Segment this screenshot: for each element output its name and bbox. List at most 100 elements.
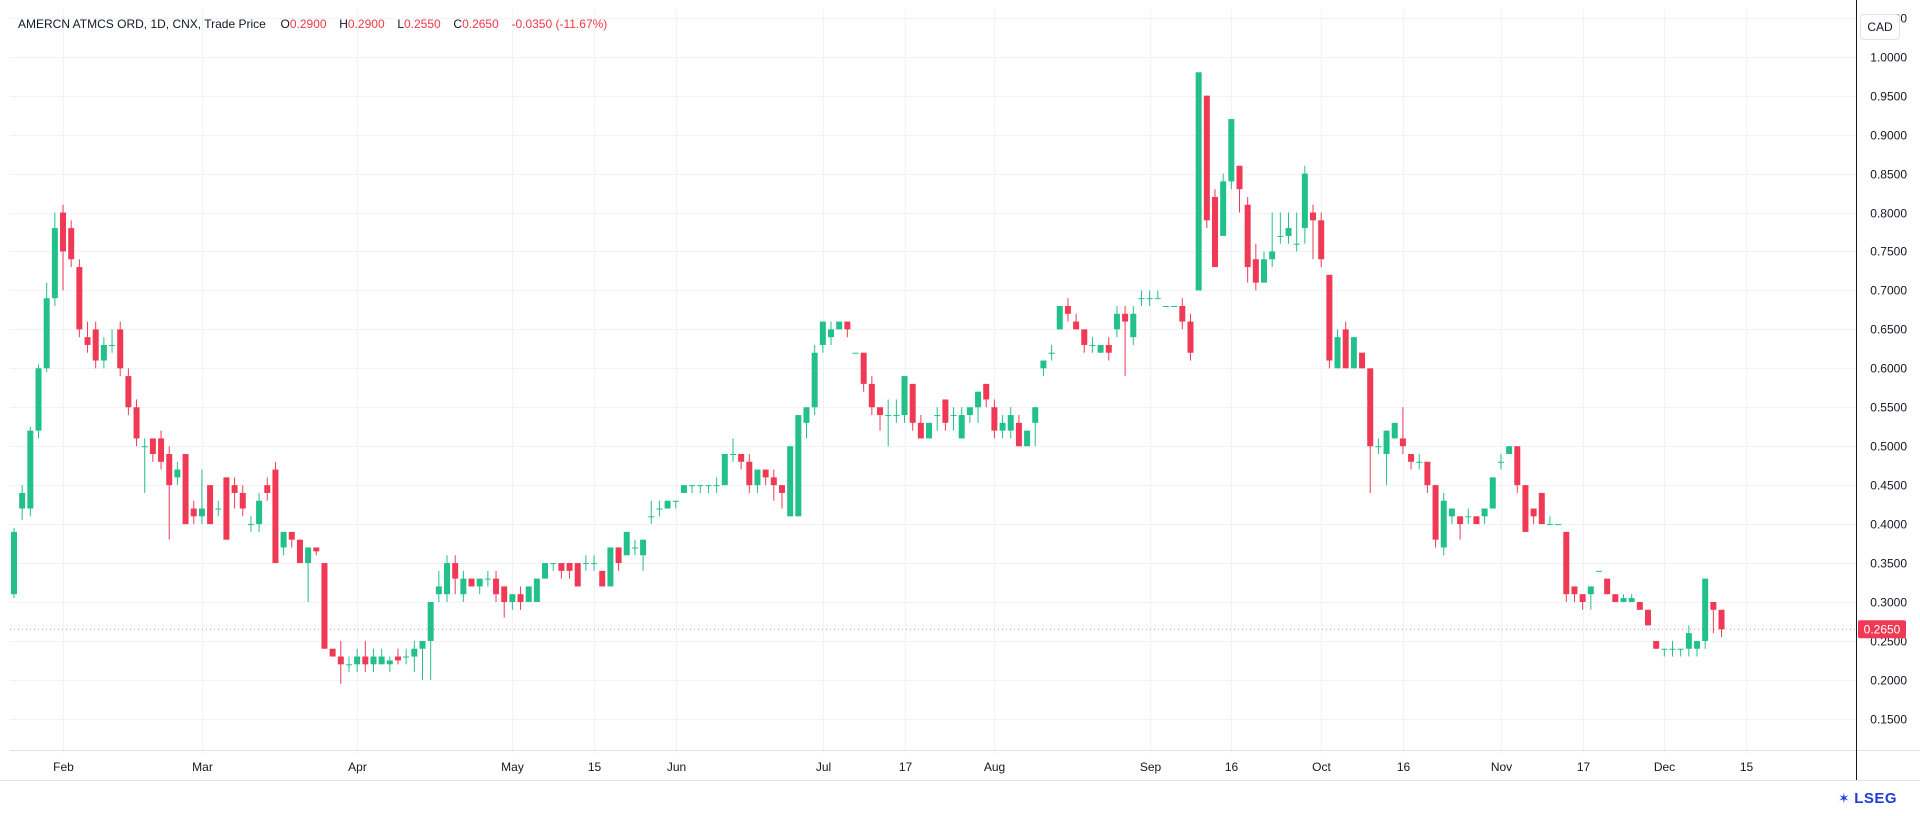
x-tick-label: Dec bbox=[1654, 760, 1675, 774]
x-tick-label: Jun bbox=[667, 760, 686, 774]
candle bbox=[1677, 648, 1684, 657]
change-value: -0.0350 (-11.67%) bbox=[511, 17, 608, 31]
candle bbox=[975, 391, 982, 423]
candle-body bbox=[672, 500, 679, 502]
candle bbox=[680, 485, 687, 493]
candle-body bbox=[1416, 461, 1423, 463]
candle bbox=[893, 399, 900, 423]
candle bbox=[1015, 415, 1022, 447]
candle bbox=[1408, 454, 1415, 470]
candle bbox=[615, 547, 622, 571]
candle-body bbox=[926, 422, 933, 439]
candle bbox=[190, 500, 197, 525]
candle bbox=[1653, 640, 1660, 649]
candle-body bbox=[999, 422, 1006, 431]
candle-body bbox=[1146, 298, 1153, 300]
candle-body bbox=[231, 485, 238, 493]
candle bbox=[1424, 461, 1431, 493]
candle-body bbox=[84, 337, 91, 345]
candle-body bbox=[1685, 633, 1692, 649]
currency-button[interactable]: CAD bbox=[1860, 14, 1900, 40]
candle-body bbox=[770, 477, 777, 486]
last-price-tag bbox=[1858, 620, 1906, 639]
candle-body bbox=[27, 430, 34, 509]
candle bbox=[828, 321, 834, 345]
candle-body bbox=[1375, 446, 1382, 448]
candle-body bbox=[1261, 259, 1268, 283]
candle bbox=[1604, 578, 1611, 595]
candle bbox=[582, 555, 589, 571]
candle bbox=[1440, 492, 1447, 556]
candle-body bbox=[648, 516, 655, 518]
candle bbox=[207, 485, 214, 525]
x-tick-label: 17 bbox=[899, 760, 913, 774]
candle bbox=[182, 454, 189, 525]
candle-body bbox=[158, 438, 165, 462]
candle bbox=[1383, 430, 1390, 486]
y-tick-label: 0.6500 bbox=[1870, 323, 1907, 337]
candle bbox=[1497, 454, 1504, 470]
candle-body bbox=[1097, 344, 1104, 353]
candle bbox=[664, 500, 671, 509]
candle-body bbox=[345, 664, 352, 666]
candle bbox=[517, 586, 524, 610]
candle-body bbox=[1326, 274, 1333, 361]
candle bbox=[778, 485, 785, 509]
grid-lines bbox=[10, 10, 1856, 754]
candle bbox=[35, 364, 42, 439]
candle-body bbox=[1359, 352, 1366, 369]
candle bbox=[901, 376, 908, 423]
candle-body bbox=[795, 415, 802, 517]
candle bbox=[885, 399, 892, 447]
y-tick-label: 0.4500 bbox=[1870, 479, 1907, 493]
candle bbox=[1702, 578, 1709, 649]
y-tick-label: 0.8000 bbox=[1870, 207, 1907, 221]
candle bbox=[1138, 290, 1145, 306]
candle bbox=[427, 602, 434, 680]
candle-body bbox=[476, 578, 483, 587]
candle bbox=[1514, 446, 1521, 493]
candle bbox=[386, 656, 393, 673]
candle bbox=[860, 352, 867, 392]
candle bbox=[623, 531, 630, 556]
candle bbox=[117, 321, 124, 377]
candle-body bbox=[1514, 446, 1521, 486]
candle bbox=[574, 563, 581, 587]
candle bbox=[1359, 352, 1366, 369]
candle bbox=[803, 407, 810, 439]
candle-body bbox=[1604, 578, 1611, 595]
candle-body bbox=[803, 407, 810, 423]
candle-body bbox=[68, 228, 75, 260]
candle-body bbox=[11, 531, 17, 595]
candle-body bbox=[1546, 524, 1553, 526]
candle bbox=[362, 640, 369, 673]
candle bbox=[1506, 446, 1513, 454]
candle bbox=[493, 570, 500, 602]
candle-body bbox=[958, 415, 965, 439]
candle-body bbox=[1252, 259, 1259, 283]
candle-body bbox=[1032, 407, 1039, 423]
candle bbox=[378, 648, 385, 665]
candle-body bbox=[272, 469, 279, 564]
x-tick-label: Nov bbox=[1491, 760, 1512, 774]
candle-body bbox=[1465, 516, 1472, 518]
candle-body bbox=[542, 563, 549, 579]
candle-body bbox=[1702, 578, 1709, 641]
candle bbox=[926, 422, 933, 439]
candle bbox=[607, 547, 614, 587]
candle bbox=[966, 407, 973, 423]
y-tick-label: 0.7500 bbox=[1870, 245, 1907, 259]
candle bbox=[1252, 243, 1259, 291]
candle bbox=[501, 586, 508, 618]
candle bbox=[158, 430, 165, 470]
candle bbox=[1236, 165, 1243, 213]
candle-body bbox=[942, 399, 949, 423]
candle-body bbox=[501, 586, 508, 602]
candle bbox=[149, 438, 156, 462]
candle-body bbox=[452, 563, 459, 579]
candle bbox=[852, 352, 859, 354]
candle-body bbox=[713, 485, 720, 487]
candle bbox=[1457, 516, 1464, 540]
